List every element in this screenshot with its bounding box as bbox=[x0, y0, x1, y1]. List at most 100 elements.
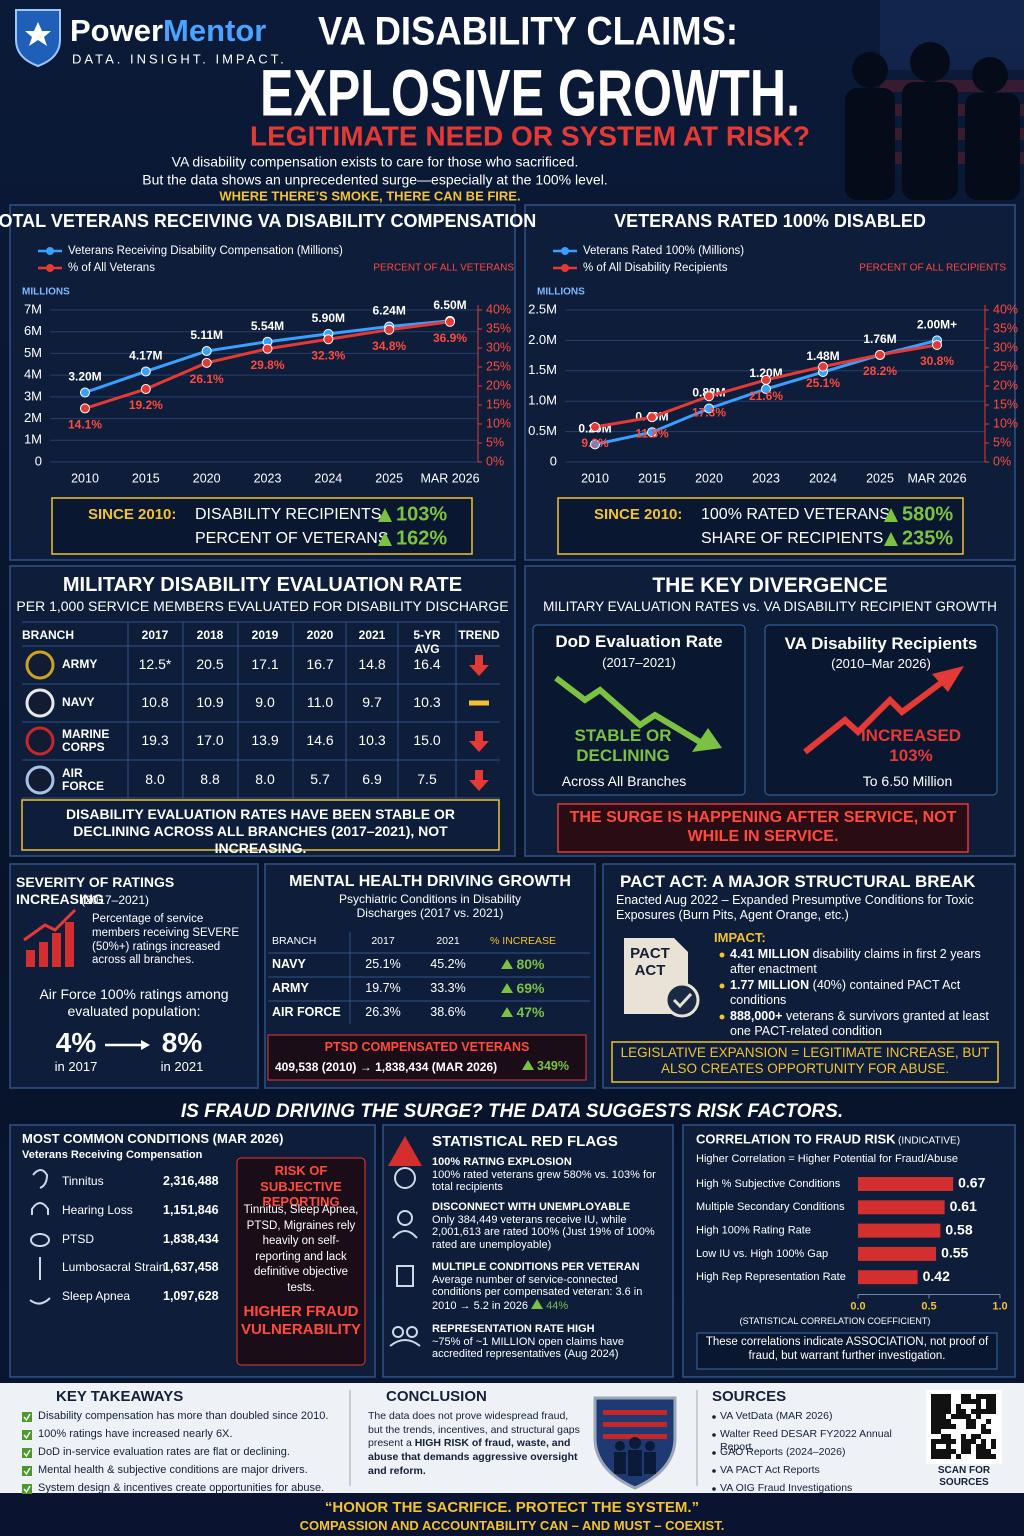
qr-cell bbox=[976, 1399, 981, 1404]
bar bbox=[858, 1270, 918, 1285]
qr-cell bbox=[981, 1454, 986, 1459]
title-2: EXPLOSIVE GROWTH. bbox=[260, 55, 800, 129]
qr-cell bbox=[966, 1439, 971, 1444]
check bbox=[23, 1485, 31, 1494]
qr-cell bbox=[931, 1404, 936, 1409]
qr-cell bbox=[931, 1444, 936, 1449]
card-note: To 6.50 Million bbox=[862, 773, 953, 789]
flag-title: REPRESENTATION RATE HIGH bbox=[432, 1323, 595, 1335]
value-label: 17.3% bbox=[692, 405, 726, 419]
point bbox=[323, 334, 334, 345]
y-axis-title: MILLIONS bbox=[537, 287, 585, 298]
table-cell: 13.9 bbox=[251, 732, 279, 748]
table-cell: 10.9 bbox=[196, 694, 224, 710]
y2-tick-label: 20% bbox=[993, 378, 1018, 392]
qr-cell bbox=[966, 1414, 971, 1419]
qr-cell bbox=[981, 1439, 986, 1444]
qr-cell bbox=[941, 1434, 946, 1439]
qr-cell bbox=[931, 1449, 936, 1454]
qr-cell bbox=[946, 1419, 951, 1424]
conditions-subtitle: Veterans Receiving Compensation bbox=[22, 1149, 203, 1161]
card-note: Across All Branches bbox=[561, 773, 687, 789]
qr-cell bbox=[986, 1399, 991, 1404]
table-cell: 8.0 bbox=[255, 771, 275, 787]
banner: THE SURGE IS HAPPENING AFTER SERVICE, NO… bbox=[569, 809, 957, 846]
y-tick-label: 6M bbox=[24, 323, 42, 338]
table-cell: 69% bbox=[483, 980, 563, 997]
table-header: % INCREASE bbox=[490, 935, 556, 947]
qr-cell bbox=[986, 1419, 991, 1424]
qr-cell bbox=[976, 1414, 981, 1419]
y2-tick-label: 35% bbox=[486, 321, 511, 335]
card-period: (2017–2021) bbox=[602, 655, 676, 670]
point bbox=[445, 316, 455, 327]
qr-cell bbox=[941, 1409, 946, 1414]
category-label: High 100% Rating Rate bbox=[696, 1225, 811, 1237]
qr-cell bbox=[951, 1449, 956, 1454]
flag-text: ~75% of ~1 MILLION open claims have accr… bbox=[432, 1335, 624, 1361]
qr-cell bbox=[981, 1444, 986, 1449]
table-cell: 11.0 bbox=[306, 694, 334, 710]
qr-cell bbox=[931, 1419, 936, 1424]
qr-cell bbox=[936, 1404, 941, 1409]
value-label: 32.3% bbox=[311, 348, 345, 362]
flag-icons bbox=[389, 1167, 421, 1347]
table-cell: 9.0 bbox=[255, 694, 275, 710]
table-cell: 5.7 bbox=[310, 771, 330, 787]
summary-name: PERCENT OF VETERANS bbox=[195, 530, 389, 547]
y-tick-label: 7M bbox=[24, 301, 42, 316]
value-label: 0.42 bbox=[923, 1268, 950, 1284]
value-label: 25.1% bbox=[806, 376, 840, 390]
table-header: 2017 bbox=[371, 935, 395, 947]
summary-box bbox=[51, 497, 473, 555]
qr-cell bbox=[931, 1409, 936, 1414]
qr-cell bbox=[976, 1444, 981, 1449]
qr-cell bbox=[956, 1404, 961, 1409]
source-bullet bbox=[712, 1433, 716, 1437]
table-cell: 17.0 bbox=[196, 732, 224, 748]
point bbox=[384, 324, 395, 335]
value-label: 6.24M bbox=[372, 304, 405, 318]
table-cell: 8.0 bbox=[145, 771, 165, 787]
table-cell: 15.0 bbox=[413, 732, 441, 748]
legend-label: Veterans Receiving Disability Compensati… bbox=[68, 245, 343, 257]
qr-cell bbox=[961, 1399, 966, 1404]
y2-tick-label: 15% bbox=[486, 397, 511, 411]
category-label: Low IU vs. High 100% Gap bbox=[696, 1248, 828, 1260]
note: DISABILITY EVALUATION RATES HAVE BEEN ST… bbox=[66, 806, 455, 856]
qr-cell bbox=[966, 1399, 971, 1404]
category-label: High % Subjective Conditions bbox=[696, 1178, 841, 1190]
table-cell: 26.3% bbox=[365, 1005, 401, 1019]
qr-cell bbox=[991, 1399, 996, 1404]
section-title: SEVERITY OF RATINGS INCREASING bbox=[16, 874, 175, 907]
corr-note: These correlations indicate ASSOCIATION,… bbox=[705, 1336, 989, 1362]
table-header: 2021 bbox=[436, 935, 460, 947]
qr-cell bbox=[966, 1394, 971, 1399]
table-cell: 25.1% bbox=[365, 957, 401, 971]
condition-icons bbox=[29, 1169, 51, 1305]
point bbox=[140, 366, 151, 377]
qr-cell bbox=[966, 1419, 971, 1424]
point bbox=[932, 339, 942, 350]
qr-cell bbox=[941, 1414, 946, 1419]
severity-text: Percentage of service members receiving … bbox=[92, 913, 239, 967]
value-label: 28.2% bbox=[863, 364, 897, 378]
y-tick-label: 1.0M bbox=[528, 393, 557, 408]
smoke-line: WHERE THERE’S SMOKE, THERE CAN BE FIRE. bbox=[219, 188, 520, 203]
qr-cell bbox=[991, 1439, 996, 1444]
summary-change: 103% bbox=[396, 503, 447, 525]
point bbox=[704, 403, 714, 414]
y-tick-label: 4M bbox=[24, 367, 42, 382]
qr-cell bbox=[971, 1419, 976, 1424]
category-label: High Rep Representation Rate bbox=[696, 1271, 846, 1283]
takeaway: 100% ratings have increased nearly 6X. bbox=[38, 1428, 233, 1440]
af-text: Air Force 100% ratings among evaluated p… bbox=[39, 986, 229, 1019]
qr-cell bbox=[946, 1409, 951, 1414]
flag-title: DISCONNECT WITH UNEMPLOYABLE bbox=[432, 1201, 631, 1213]
y2-tick-label: 20% bbox=[486, 378, 511, 392]
table-header: 2019 bbox=[251, 628, 279, 642]
y-tick-label: 2.0M bbox=[528, 332, 557, 347]
check bbox=[23, 1413, 31, 1422]
conclusion-bold: HIGH RISK of fraud, waste, and abuse tha… bbox=[368, 1437, 578, 1477]
severity-icon bbox=[26, 922, 74, 967]
